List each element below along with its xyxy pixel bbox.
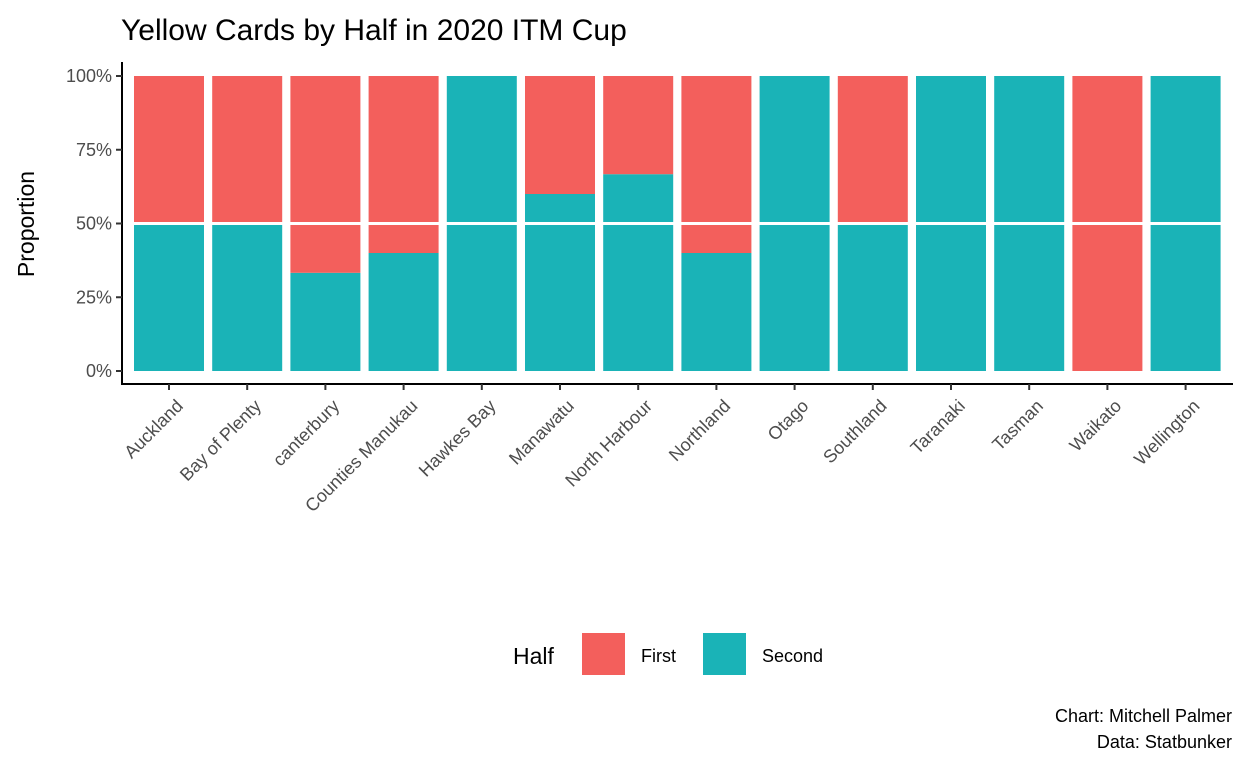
bar-canterbury-second [290, 272, 361, 371]
bar-counties-manukau-first [368, 76, 439, 253]
legend-swatch-first [582, 633, 625, 675]
y-axis-title: Proportion [13, 171, 39, 277]
bar-manawatu-first [525, 76, 595, 194]
x-tick-label-tasman: Tasman [988, 396, 1047, 455]
bar-counties-manukau-second [368, 253, 439, 371]
bar-bay-of-plenty-second [212, 223, 283, 371]
y-tick-label: 100% [66, 66, 112, 86]
bar-north-harbour-second [603, 174, 674, 371]
legend-label-first: First [641, 646, 676, 666]
x-tick-label-southland: Southland [819, 396, 890, 467]
bar-bay-of-plenty-first [212, 76, 283, 224]
bar-auckland-first [134, 76, 204, 224]
legend-title: Half [513, 643, 555, 669]
bar-canterbury-first [290, 76, 361, 273]
x-tick-label-wellington: Wellington [1130, 396, 1203, 469]
legend: Half First Second [513, 633, 823, 675]
legend-swatch-second [703, 633, 746, 675]
caption-author: Chart: Mitchell Palmer [1055, 706, 1232, 726]
y-axis: 0% 25% 50% 75% 100% [66, 62, 123, 385]
bar-northland-second [681, 253, 752, 371]
bar-manawatu-second [525, 194, 595, 371]
x-tick-label-bay-of-plenty: Bay of Plenty [176, 396, 265, 485]
y-tick-label: 50% [76, 214, 112, 234]
bar-southland-second [837, 223, 908, 371]
caption-source: Data: Statbunker [1097, 732, 1232, 752]
x-tick-label-otago: Otago [764, 396, 813, 445]
y-tick-label: 25% [76, 287, 112, 307]
x-tick-label-canterbury: canterbury [269, 396, 343, 470]
x-tick-label-northland: Northland [665, 396, 734, 465]
legend-label-second: Second [762, 646, 823, 666]
y-tick-label: 0% [86, 361, 112, 381]
x-tick-label-auckland: Auckland [120, 396, 187, 463]
bar-auckland-second [134, 223, 204, 371]
x-tick-label-manawatu: Manawatu [505, 396, 578, 469]
bar-southland-first [837, 76, 908, 224]
x-tick-label-hawkes-bay: Hawkes Bay [415, 396, 500, 481]
chart-title: Yellow Cards by Half in 2020 ITM Cup [121, 14, 627, 47]
y-tick-label: 75% [76, 140, 112, 160]
x-tick-label-taranaki: Taranaki [907, 396, 969, 458]
bar-north-harbour-first [603, 76, 674, 175]
x-tick-label-waikato: Waikato [1066, 396, 1126, 456]
bar-northland-first [681, 76, 752, 253]
